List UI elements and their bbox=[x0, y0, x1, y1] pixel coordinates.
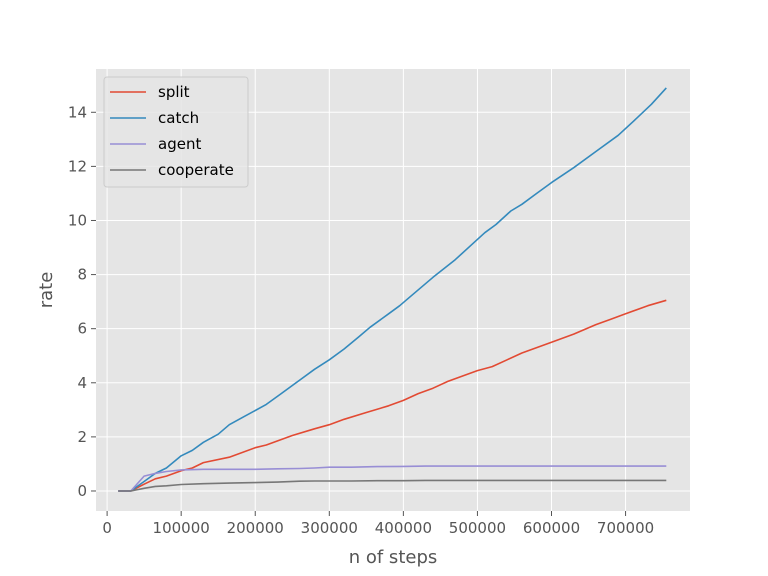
x-axis-label: n of steps bbox=[349, 547, 438, 568]
x-tick-label: 0 bbox=[102, 519, 112, 537]
series-lines bbox=[118, 87, 667, 492]
legend-label-agent: agent bbox=[158, 135, 201, 153]
y-tick-label: 4 bbox=[77, 374, 87, 392]
y-tick-label: 10 bbox=[68, 211, 87, 229]
legend-label-split: split bbox=[158, 83, 190, 101]
legend-box bbox=[103, 76, 249, 188]
y-tick-label: 2 bbox=[77, 428, 87, 446]
series-line-cooperate bbox=[118, 479, 667, 492]
y-tick-label: 0 bbox=[77, 482, 87, 500]
x-tick-label: 300000 bbox=[301, 519, 358, 537]
y-tick-label: 14 bbox=[68, 103, 87, 121]
y-tick-label: 8 bbox=[77, 266, 87, 284]
y-axis-ticks: 0 2 4 6 8 10 12 14 bbox=[68, 103, 96, 500]
x-tick-label: 700000 bbox=[597, 519, 654, 537]
y-tick-label: 12 bbox=[68, 157, 87, 175]
x-tick-label: 400000 bbox=[375, 519, 432, 537]
legend-label-cooperate: cooperate bbox=[158, 161, 234, 179]
grid bbox=[96, 69, 690, 511]
y-axis-label: rate bbox=[36, 272, 57, 309]
legend: split catch agent cooperate bbox=[103, 76, 249, 188]
x-tick-label: 100000 bbox=[153, 519, 210, 537]
x-tick-label: 200000 bbox=[227, 519, 284, 537]
series-line-catch bbox=[118, 87, 667, 492]
series-line-agent bbox=[118, 465, 667, 492]
x-tick-label: 600000 bbox=[523, 519, 580, 537]
x-tick-label: 500000 bbox=[449, 519, 506, 537]
y-tick-label: 6 bbox=[77, 320, 87, 338]
x-axis-ticks: 0 100000 200000 300000 400000 500000 600000 700… bbox=[102, 511, 654, 537]
legend-label-catch: catch bbox=[158, 109, 199, 127]
